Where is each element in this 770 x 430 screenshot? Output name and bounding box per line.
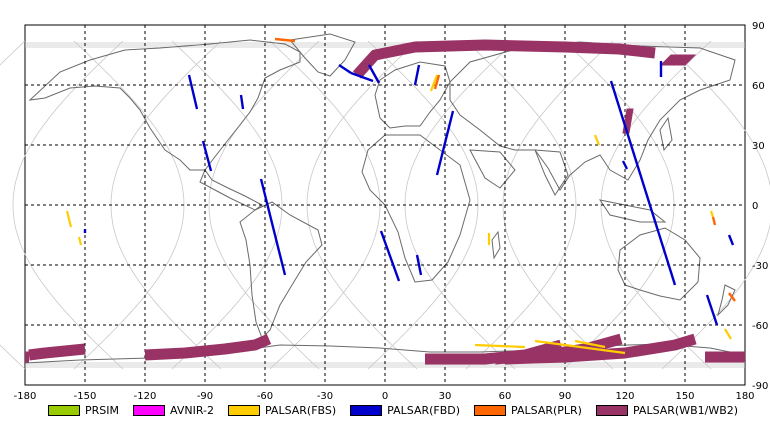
fbd-swath: [367, 64, 381, 84]
fbd-swath: [413, 64, 421, 86]
orbit-path: [502, 40, 614, 370]
fbs-swath: [593, 134, 601, 146]
x-tick-label: -180: [14, 391, 37, 402]
fbd-swath: [187, 74, 199, 110]
orbit-path: [171, 40, 283, 370]
y-tick-label: 30: [752, 141, 765, 152]
legend-swatch: [227, 404, 260, 416]
grid-lines: [25, 25, 745, 385]
fbd-swath: [705, 294, 719, 326]
x-tick-label: -90: [197, 391, 213, 402]
legend-label: AVNIR-2: [170, 403, 214, 417]
x-tick-label: 120: [615, 391, 634, 402]
coverage-swaths: [25, 37, 745, 365]
legend-item: PRSIM: [48, 404, 119, 417]
legend-item: AVNIR-2: [133, 404, 214, 417]
fbd-swath: [727, 234, 735, 246]
x-tick-label: 180: [735, 391, 754, 402]
orbit-path: [465, 40, 577, 370]
plr-swath: [711, 216, 717, 226]
legend-swatch: [350, 404, 383, 416]
plr-swath: [274, 37, 296, 43]
y-tick-label: -90: [752, 381, 768, 392]
wb-swath: [352, 39, 656, 79]
legend-item: PALSAR(WB1/WB2): [595, 403, 739, 417]
legend-label: PALSAR(WB1/WB2): [632, 403, 739, 417]
wb-swath: [659, 54, 697, 66]
fbd-swath: [621, 160, 629, 170]
wb-swath: [28, 343, 86, 361]
x-tick-label: -120: [134, 391, 157, 402]
fbs-swath: [77, 236, 83, 246]
legend-swatch: [474, 404, 507, 416]
y-tick-label: 60: [752, 81, 765, 92]
fbd-swath: [609, 80, 677, 286]
plr-swath: [728, 292, 736, 302]
x-tick-label: 60: [499, 391, 512, 402]
fbs-swath: [65, 210, 73, 228]
x-tick-label: 150: [675, 391, 694, 402]
fbs-swath: [429, 74, 439, 92]
legend-label: PALSAR(FBD): [387, 403, 461, 417]
legend-label: PALSAR(PLR): [511, 403, 582, 417]
legend-item: PALSAR(FBS): [227, 403, 337, 417]
legend-swatch: [133, 404, 165, 416]
fbd-swath: [379, 230, 401, 282]
fbs-swath: [534, 339, 626, 355]
y-tick-label: 0: [752, 201, 758, 212]
x-tick-label: -60: [257, 391, 273, 402]
fbs-swath: [709, 210, 715, 218]
y-tick-label: -30: [752, 261, 768, 272]
legend-label: PALSAR(FBS): [264, 403, 337, 417]
x-tick-label: 0: [382, 391, 388, 402]
legend: PRSIM AVNIR-2 PALSAR(FBS) PALSAR(FBD) PALSAR…: [48, 402, 752, 418]
legend-swatch: [595, 404, 628, 416]
fbd-swath: [259, 178, 287, 276]
fbd-swath: [350, 71, 374, 83]
tick-labels: -180 -150 -120 -90 -60 -30 0 30 60 90 120 150 180 90 6…: [14, 21, 769, 402]
orbit-path: [208, 40, 320, 370]
orbit-path: [661, 40, 770, 370]
x-tick-label: -30: [317, 391, 333, 402]
legend-label: PRSIM: [85, 403, 119, 417]
fbd-swath: [338, 64, 352, 74]
orbit-path: [12, 40, 124, 370]
legend-item: PALSAR(PLR): [474, 404, 582, 417]
fbs-swath: [574, 339, 606, 349]
orbit-path: [0, 40, 26, 370]
legend-swatch: [48, 404, 80, 416]
fbs-swath: [474, 343, 526, 349]
x-tick-label: 90: [559, 391, 572, 402]
legend-item: PALSAR(FBD): [350, 404, 460, 417]
x-tick-label: -150: [74, 391, 97, 402]
fbd-swath: [201, 140, 213, 172]
fbd-swath: [435, 110, 455, 176]
plr-swath: [433, 74, 441, 90]
y-tick-label: 90: [752, 21, 765, 32]
fbd-swath: [415, 254, 423, 276]
x-tick-label: 30: [439, 391, 452, 402]
wb-swath: [144, 333, 272, 361]
fbs-swath: [724, 328, 732, 340]
y-tick-label: -60: [752, 321, 768, 332]
fbd-swath: [239, 94, 245, 110]
